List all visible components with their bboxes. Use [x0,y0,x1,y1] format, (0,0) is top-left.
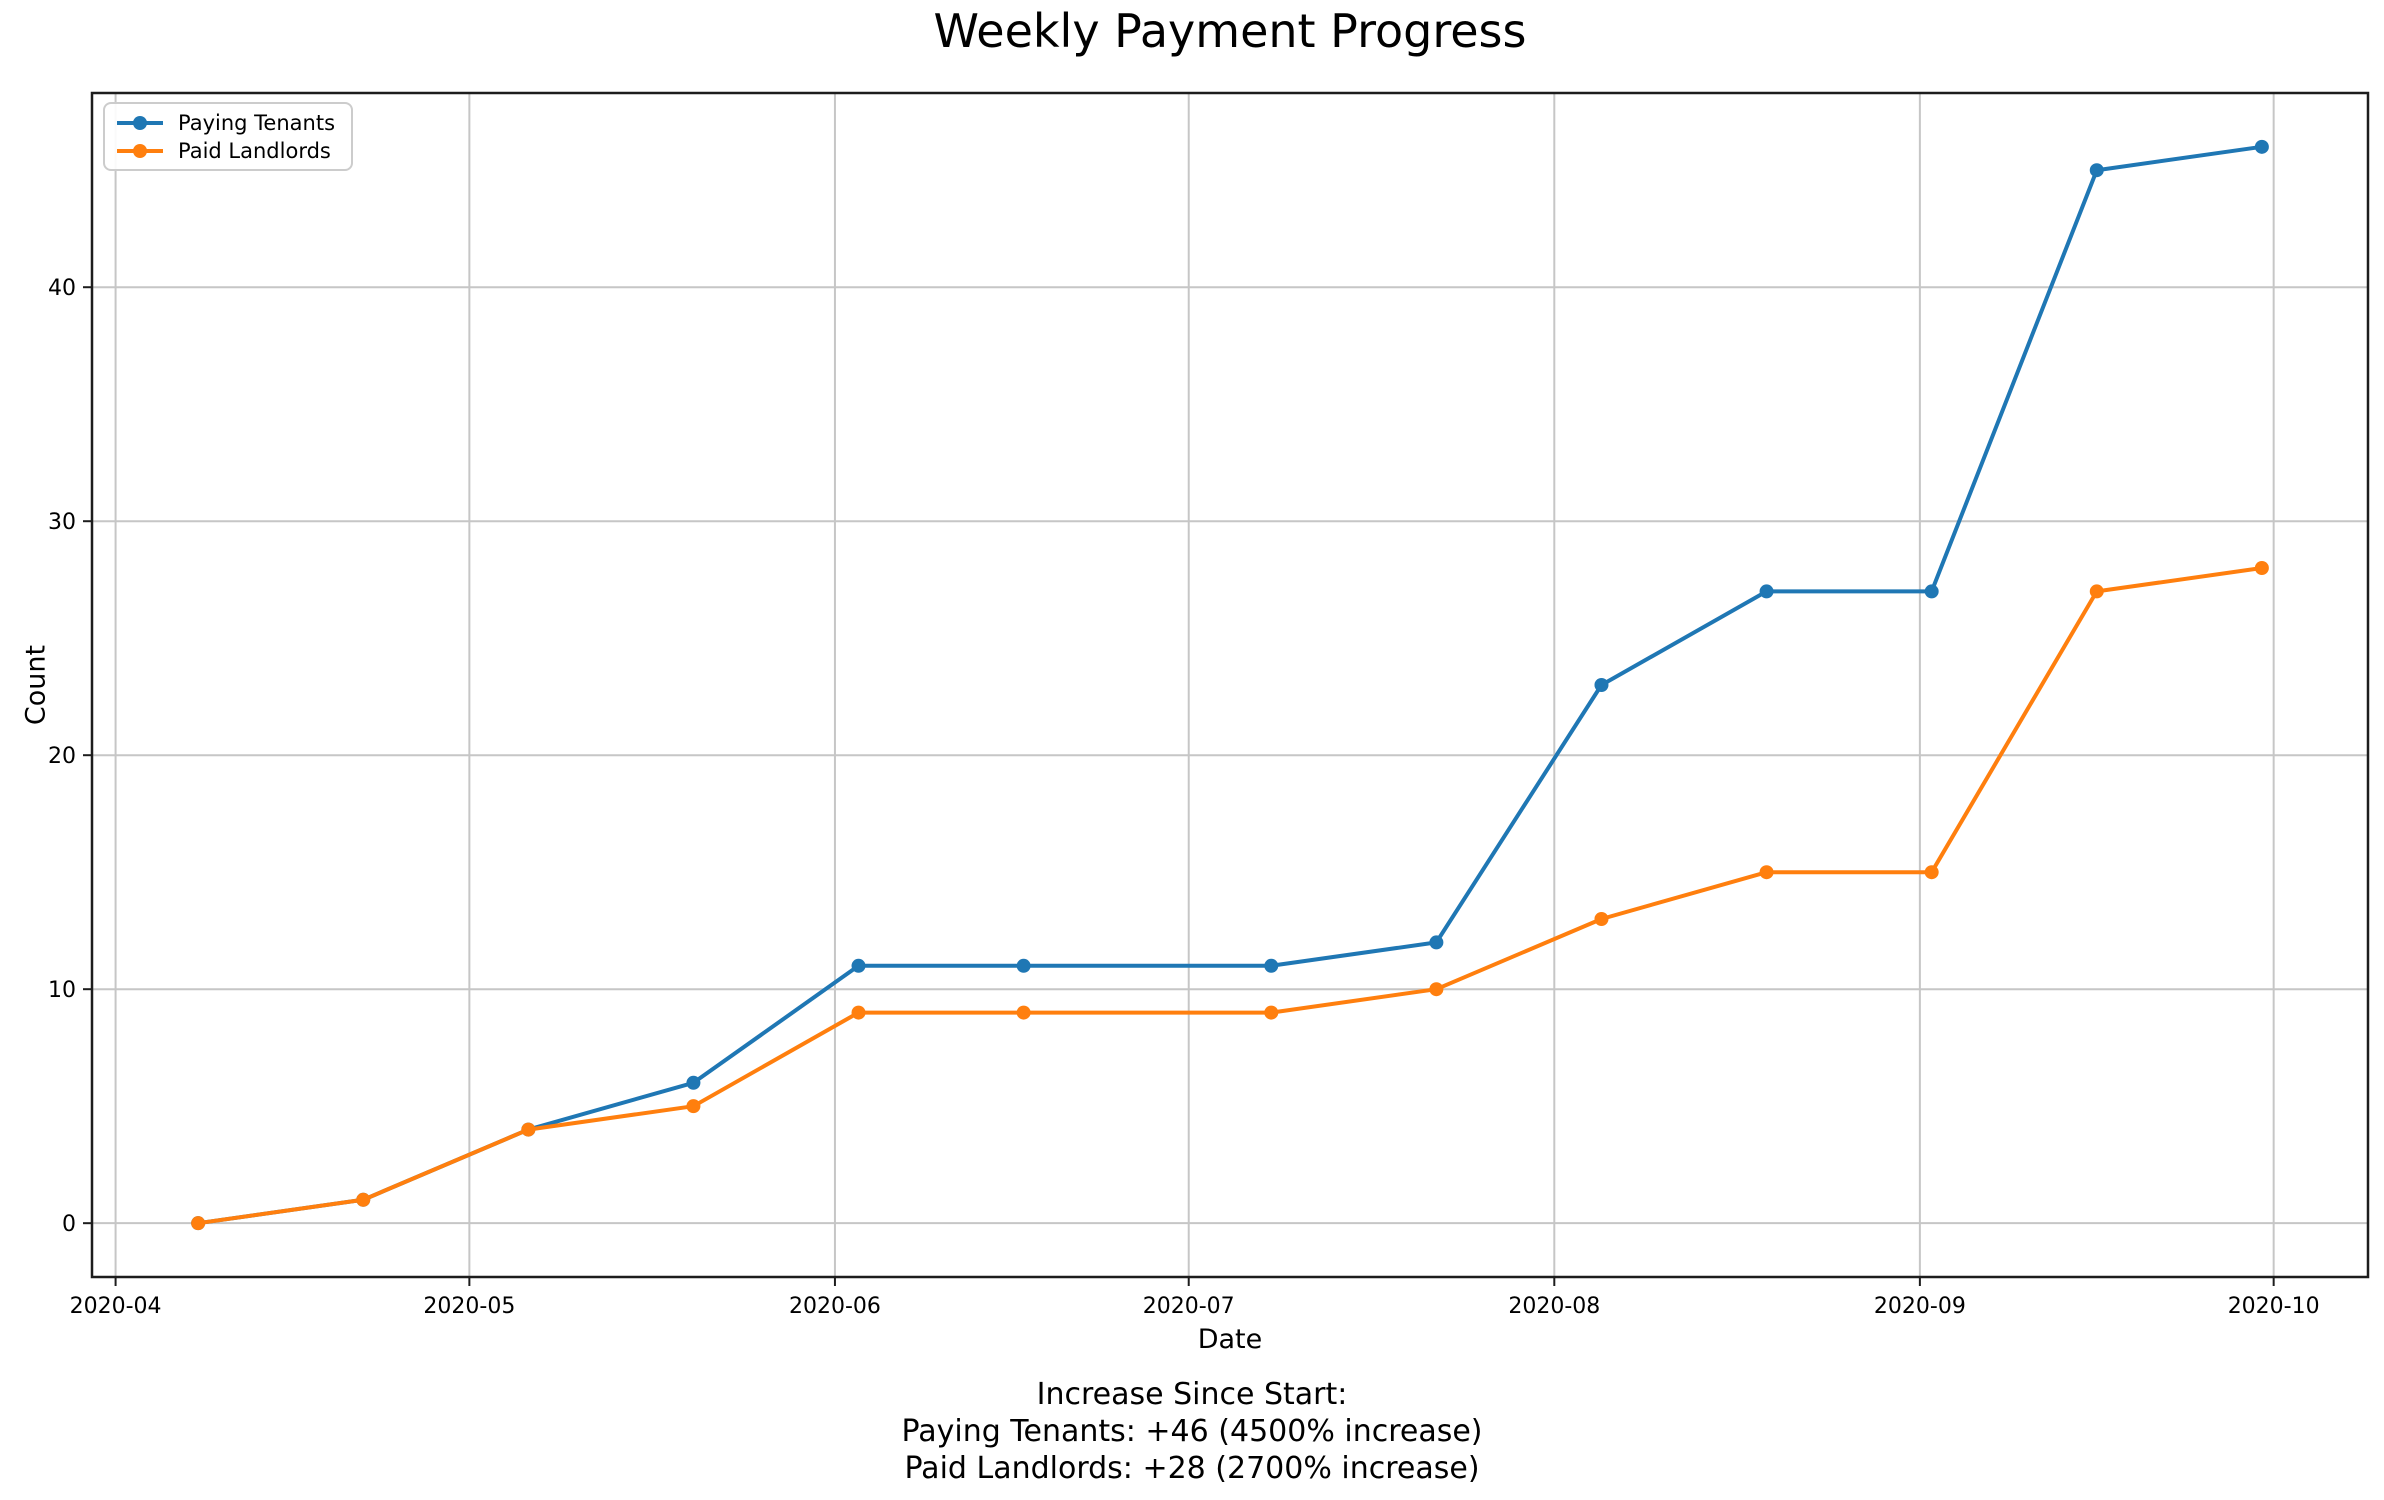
data-point-marker [1594,678,1609,692]
data-point-marker [1759,584,1774,599]
data-point-marker [2089,163,2104,178]
summary-annotation: Increase Since Start: Paying Tenants: +4… [0,1376,2384,1487]
data-point-marker [1594,911,1609,926]
series-line-1 [196,566,2264,1226]
axes-spines [90,91,2370,1279]
data-point-marker [1924,584,1939,599]
y-axis-label: Count [20,644,52,726]
data-point-marker [1759,865,1774,880]
data-point-marker [1264,1005,1279,1020]
legend-item-paying-tenants: Paying Tenants [115,109,335,136]
data-point-marker [1924,865,1939,880]
legend-line-marker-icon [117,115,163,130]
data-point-marker [1016,958,1031,973]
legend: Paying Tenants Paid Landlords [103,102,354,171]
data-point-marker [2254,139,2269,154]
data-point-marker [851,1005,866,1020]
data-point-marker [1429,982,1444,997]
x-tick-label: 2020-08 [1508,1294,1600,1319]
data-point-marker [1429,935,1444,950]
x-axis-label: Date [1197,1324,1263,1355]
y-tick-label: 20 [48,744,76,769]
x-tick-label: 2020-09 [1874,1294,1966,1319]
data-point-marker [851,958,866,973]
data-point-marker [521,1122,536,1137]
x-tick-label: 2020-05 [423,1294,515,1319]
legend-line-marker-icon [117,143,163,158]
data-point-marker [2089,584,2104,599]
x-tick-label: 2020-07 [1143,1294,1235,1319]
x-tick-label: 2020-06 [789,1294,881,1319]
legend-item-paid-landlords: Paid Landlords [115,137,335,164]
summary-line-paying-tenants: Paying Tenants: +46 (4500% increase) [901,1414,1483,1449]
legend-label-paid-landlords: Paid Landlords [178,138,331,163]
data-point-marker [356,1192,371,1207]
x-tick-label: 2020-10 [2228,1294,2320,1319]
y-tick-label: 10 [48,978,76,1003]
chart-title: Weekly Payment Progress [933,4,1527,58]
summary-line-heading: Increase Since Start: [1036,1377,1348,1412]
data-point-marker [686,1075,701,1090]
data-point-marker [1264,958,1279,973]
y-tick-label: 40 [48,276,76,301]
y-tick-label: 30 [48,510,76,535]
legend-label-paying-tenants: Paying Tenants [178,110,336,135]
data-point-marker [2254,561,2269,576]
series-line-0 [196,144,2264,1226]
y-tick-label: 0 [62,1212,76,1237]
data-point-marker [1016,1005,1031,1020]
x-tick-label: 2020-04 [70,1294,162,1319]
data-point-marker [191,1216,206,1231]
summary-line-paid-landlords: Paid Landlords: +28 (2700% increase) [904,1451,1480,1486]
data-point-marker [686,1099,701,1114]
